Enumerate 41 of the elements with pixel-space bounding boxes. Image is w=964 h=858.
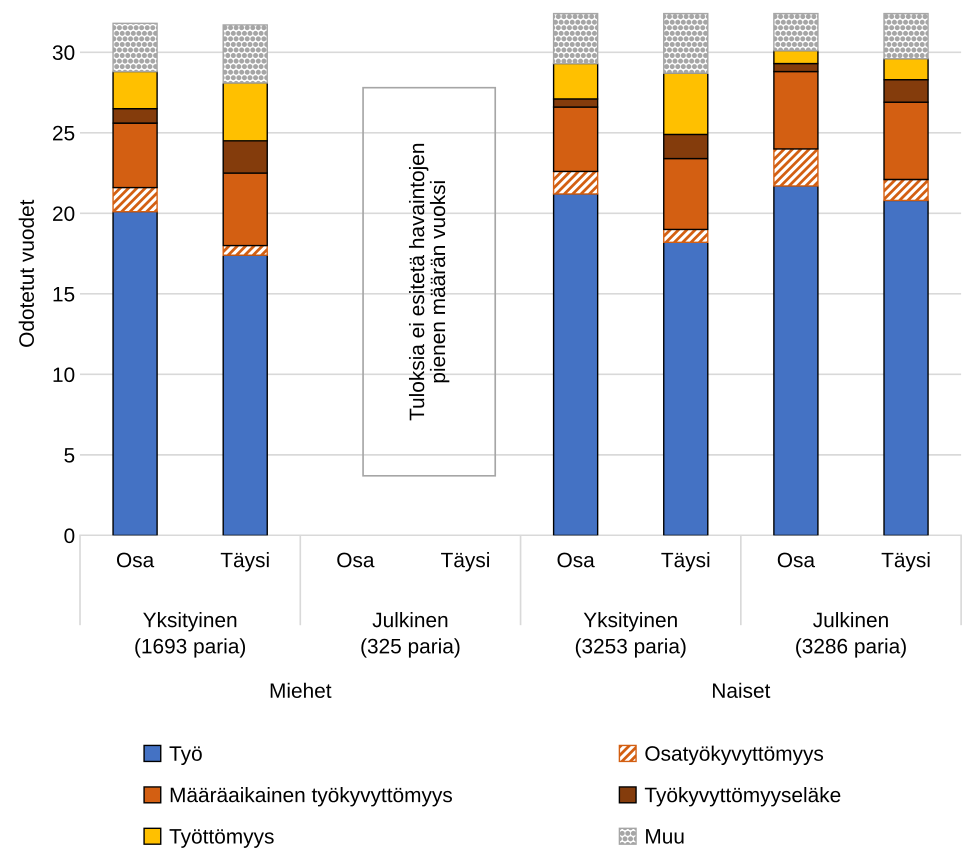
bar [112, 211, 158, 536]
text: Yksityinen (1693 paria) [135, 612, 246, 658]
x-tick-label: Osa [337, 552, 374, 568]
y-tick-label: 0 [64, 528, 74, 544]
text: Julkinen (3286 paria) [796, 612, 906, 658]
bar [112, 22, 158, 72]
y-tick-label: 15 [54, 287, 74, 302]
x-tick-label: Täysi [661, 552, 710, 572]
bar [883, 12, 929, 60]
legend-label: Osatyökyvyttömyys [645, 746, 824, 766]
legend-label: Työkyvyttömyyseläke [644, 787, 840, 806]
y-tick-label: 5 [64, 448, 74, 463]
y-tick-label: 30 [52, 45, 74, 60]
bar [552, 193, 598, 536]
text: Miehet [270, 682, 332, 698]
legend-label: Määräaikainen työkyvyttömyys [170, 787, 452, 806]
x-tick-label: Osa [558, 552, 595, 568]
y-axis-title: Odotetut vuodet [18, 200, 34, 347]
x-tick-label: Osa [116, 552, 154, 568]
x-tick-label: Täysi [220, 552, 269, 572]
bar [663, 242, 708, 536]
text: Naiset [713, 682, 770, 698]
bar [222, 254, 268, 536]
text: Julkinen (325 paria) [361, 612, 460, 658]
legend-label: Työttömyys [170, 829, 274, 848]
x-tick-label: Täysi [882, 552, 930, 572]
y-tick-label: 10 [54, 367, 74, 382]
bar [222, 24, 268, 84]
legend-label: Muu [646, 829, 684, 844]
text: Yksityinen (3253 paria) [576, 612, 686, 658]
bar [773, 12, 819, 52]
x-tick-label: Osa [778, 552, 816, 568]
annotation: Tuloksia ei esitetä havaintojen pienen määrän vuoksi [408, 144, 450, 420]
bar [773, 185, 819, 536]
bar [663, 12, 708, 74]
y-tick-label: 25 [53, 126, 74, 141]
x-tick-label: Täysi [441, 552, 489, 572]
bar [883, 200, 929, 536]
bar [552, 12, 598, 64]
y-tick-label: 20 [53, 206, 74, 222]
legend-label: Työ [170, 746, 202, 766]
